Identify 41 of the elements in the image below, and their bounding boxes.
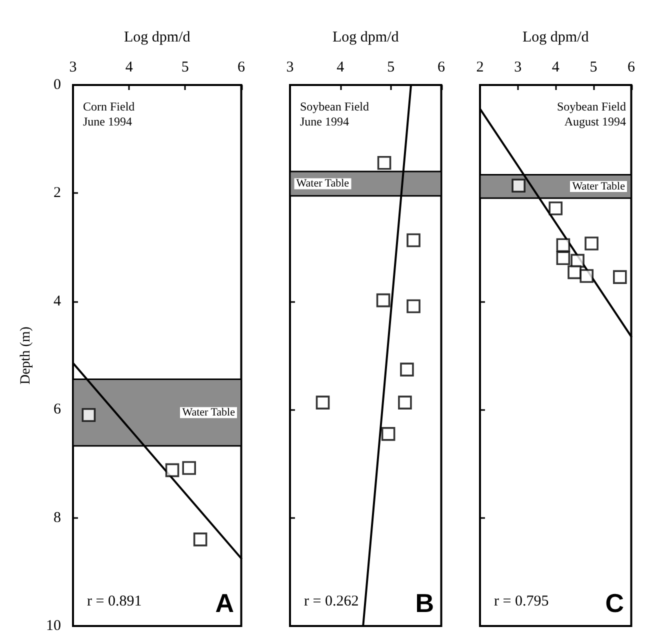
x-tick-label: 3 (514, 60, 522, 76)
y-tick-label: 8 (54, 510, 61, 526)
annotation: C (605, 588, 624, 618)
y-tick-label: 2 (54, 185, 61, 202)
x-tick-label: 3 (286, 60, 294, 76)
y-axis-title: Depth (m) (18, 326, 34, 384)
x-tick-label: 5 (387, 60, 395, 76)
x-tick-label: 6 (628, 60, 636, 76)
y-tick-label: 10 (46, 618, 61, 634)
point (568, 265, 582, 280)
x-tick-label: 4 (336, 60, 345, 76)
x-axis-title: Log dpm/d (332, 30, 400, 46)
x-axis-title: Log dpm/d (522, 30, 590, 46)
annotation: r = 0.891 (87, 594, 142, 610)
annotation: Soybean Field August 1994 (557, 100, 626, 128)
annotation: r = 0.795 (494, 594, 549, 610)
annotation: r = 0.262 (304, 594, 359, 610)
x-tick-label: 6 (238, 60, 246, 76)
annotation: Corn Field June 1994 (83, 100, 135, 128)
x-tick-label: 3 (69, 60, 77, 76)
point (376, 293, 390, 308)
x-axis-title: Log dpm/d (124, 30, 191, 46)
x-tick-label: 5 (590, 60, 598, 76)
band-label: Water Table (296, 178, 350, 190)
annotation: A (215, 588, 234, 618)
x-tick-label: 5 (181, 60, 189, 76)
x-tick-label: 6 (438, 60, 446, 76)
y-tick-label: 0 (54, 77, 61, 93)
band-label: Water Table (572, 180, 626, 192)
y-tick-label: 6 (54, 402, 62, 418)
point (82, 408, 96, 422)
y-tick-label: 4 (54, 293, 62, 310)
annotation: Soybean Field June 1994 (300, 100, 369, 128)
x-tick-label: 4 (552, 60, 560, 76)
annotation: B (415, 588, 434, 618)
point (165, 463, 180, 478)
x-tick-label: 2 (476, 60, 484, 76)
point (512, 178, 526, 193)
point (580, 269, 594, 283)
band-label: Water Table (182, 406, 236, 419)
x-tick-label: 4 (125, 60, 134, 76)
